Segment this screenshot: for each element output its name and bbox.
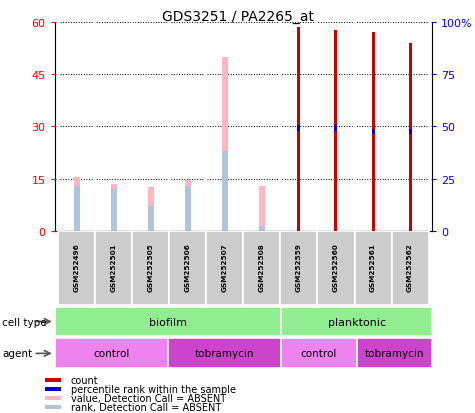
Bar bbox=[317, 231, 354, 306]
Bar bbox=[133, 231, 170, 306]
Bar bbox=[185, 186, 191, 231]
Text: GSM252508: GSM252508 bbox=[259, 243, 265, 291]
Bar bbox=[55, 339, 168, 368]
Bar bbox=[45, 387, 61, 391]
Bar bbox=[222, 151, 228, 231]
Text: cell type: cell type bbox=[2, 317, 47, 327]
Text: GSM252496: GSM252496 bbox=[74, 243, 80, 291]
Text: tobramycin: tobramycin bbox=[365, 349, 424, 358]
Text: count: count bbox=[71, 375, 98, 385]
Text: GDS3251 / PA2265_at: GDS3251 / PA2265_at bbox=[162, 10, 314, 24]
Text: biofilm: biofilm bbox=[149, 317, 187, 327]
Text: agent: agent bbox=[2, 349, 32, 358]
Bar bbox=[207, 231, 244, 306]
Bar bbox=[334, 126, 338, 131]
Text: planktonic: planktonic bbox=[328, 317, 386, 327]
Bar bbox=[58, 231, 95, 306]
Bar bbox=[408, 43, 411, 231]
Bar bbox=[74, 186, 80, 231]
Bar bbox=[243, 231, 280, 306]
Bar bbox=[408, 130, 411, 135]
Text: GSM252506: GSM252506 bbox=[185, 243, 191, 291]
Bar bbox=[357, 339, 432, 368]
Text: GSM252505: GSM252505 bbox=[148, 243, 154, 291]
Bar bbox=[280, 231, 317, 306]
Bar bbox=[297, 126, 301, 131]
Bar bbox=[371, 130, 374, 135]
Text: GSM252559: GSM252559 bbox=[296, 242, 302, 291]
Bar bbox=[45, 378, 61, 382]
Text: GSM252560: GSM252560 bbox=[333, 243, 339, 291]
Bar bbox=[297, 28, 301, 231]
Bar bbox=[95, 231, 133, 306]
Bar bbox=[258, 226, 265, 231]
Bar bbox=[148, 207, 154, 231]
Text: GSM252501: GSM252501 bbox=[111, 243, 117, 291]
Bar bbox=[281, 339, 357, 368]
Bar bbox=[45, 405, 61, 409]
Bar bbox=[185, 181, 191, 231]
Bar bbox=[391, 231, 428, 306]
Text: percentile rank within the sample: percentile rank within the sample bbox=[71, 384, 236, 394]
Text: GSM252561: GSM252561 bbox=[370, 243, 376, 291]
Bar bbox=[111, 190, 117, 231]
Bar bbox=[111, 184, 117, 231]
Bar bbox=[45, 396, 61, 400]
Bar bbox=[354, 231, 391, 306]
Bar bbox=[55, 307, 281, 337]
Bar bbox=[222, 57, 228, 231]
Text: GSM252562: GSM252562 bbox=[407, 243, 413, 291]
Bar bbox=[170, 231, 207, 306]
Bar bbox=[168, 339, 281, 368]
Bar bbox=[74, 178, 80, 231]
Bar bbox=[258, 186, 265, 231]
Bar bbox=[371, 33, 374, 231]
Text: value, Detection Call = ABSENT: value, Detection Call = ABSENT bbox=[71, 393, 226, 403]
Bar bbox=[281, 307, 432, 337]
Text: tobramycin: tobramycin bbox=[195, 349, 254, 358]
Text: control: control bbox=[93, 349, 130, 358]
Text: GSM252507: GSM252507 bbox=[222, 243, 228, 291]
Text: rank, Detection Call = ABSENT: rank, Detection Call = ABSENT bbox=[71, 402, 221, 412]
Bar bbox=[334, 31, 338, 231]
Bar bbox=[148, 188, 154, 231]
Text: control: control bbox=[301, 349, 337, 358]
